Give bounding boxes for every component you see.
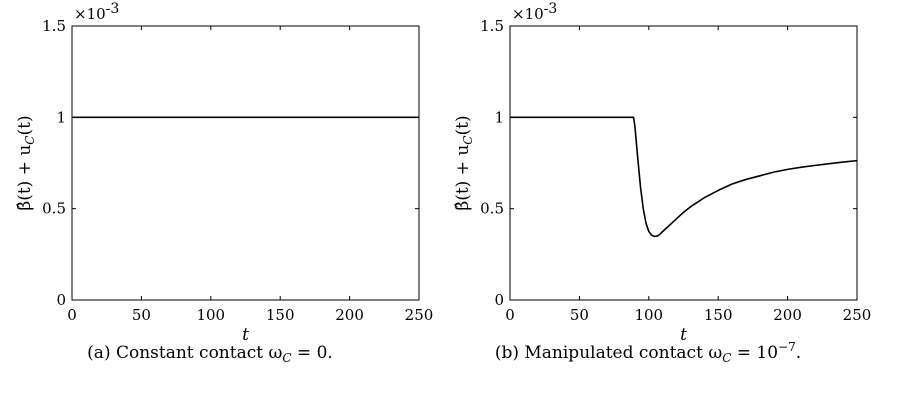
x-tick-label: 0 [505, 306, 515, 324]
caption-end: . [796, 343, 801, 363]
x-tick-label: 150 [704, 306, 733, 324]
y-tick-label: 1.5 [480, 17, 504, 35]
y-exponent-label: ×10-3 [512, 1, 557, 23]
y-label-main: β̂(t) + u [15, 145, 35, 211]
caption-main: (b) Manipulated contact ω [495, 343, 722, 363]
x-tick-label: 200 [773, 306, 802, 324]
caption-main: (a) Constant contact ω [87, 343, 282, 363]
figure-caption: (a) Constant contact ωC = 0. [87, 343, 333, 365]
y-axis-label: β̂(t) + uC(t) [453, 115, 475, 210]
series-line [510, 116, 858, 238]
y-tick-label: 1 [56, 108, 66, 126]
x-tick-label: 200 [335, 306, 364, 324]
x-axis-label: t [242, 325, 249, 345]
y-label-subscript: C [23, 135, 37, 144]
y-label-main: β̂(t) + u [453, 145, 473, 211]
y-tick-label: 0 [494, 291, 504, 309]
y-label-tail: (t) [453, 115, 473, 135]
figure-caption: (b) Manipulated contact ωC = 10−7. [495, 340, 801, 365]
y-exponent-label: ×10-3 [74, 1, 119, 23]
caption-tail: = 0. [292, 343, 333, 363]
y-tick-label: 0.5 [42, 200, 66, 218]
y-tick-label: 0.5 [480, 200, 504, 218]
x-tick-label: 50 [570, 306, 589, 324]
y-tick-label: 1 [494, 108, 504, 126]
x-tick-label: 50 [132, 306, 151, 324]
y-label-subscript: C [461, 135, 475, 144]
caption-subscript: C [282, 351, 291, 365]
exponent-base: ×10 [512, 5, 544, 23]
plot-frame [509, 25, 858, 301]
y-tick-label: 0 [56, 291, 66, 309]
y-tick-label: 1.5 [42, 17, 66, 35]
x-tick-label: 100 [196, 306, 225, 324]
x-tick-label: 150 [266, 306, 295, 324]
x-tick-label: 100 [634, 306, 663, 324]
caption-subscript: C [722, 351, 731, 365]
exponent-base: ×10 [74, 5, 106, 23]
x-axis-label: t [680, 325, 687, 345]
caption-superscript: −7 [778, 340, 796, 354]
x-tick-label: 250 [405, 306, 434, 324]
exponent-power: -3 [544, 1, 558, 17]
plot-frame [71, 25, 420, 301]
y-axis-label: β̂(t) + uC(t) [15, 115, 37, 210]
y-label-tail: (t) [15, 115, 35, 135]
exponent-power: -3 [106, 1, 120, 17]
caption-tail: = 10 [731, 343, 778, 363]
x-tick-label: 0 [67, 306, 77, 324]
x-tick-label: 250 [843, 306, 872, 324]
